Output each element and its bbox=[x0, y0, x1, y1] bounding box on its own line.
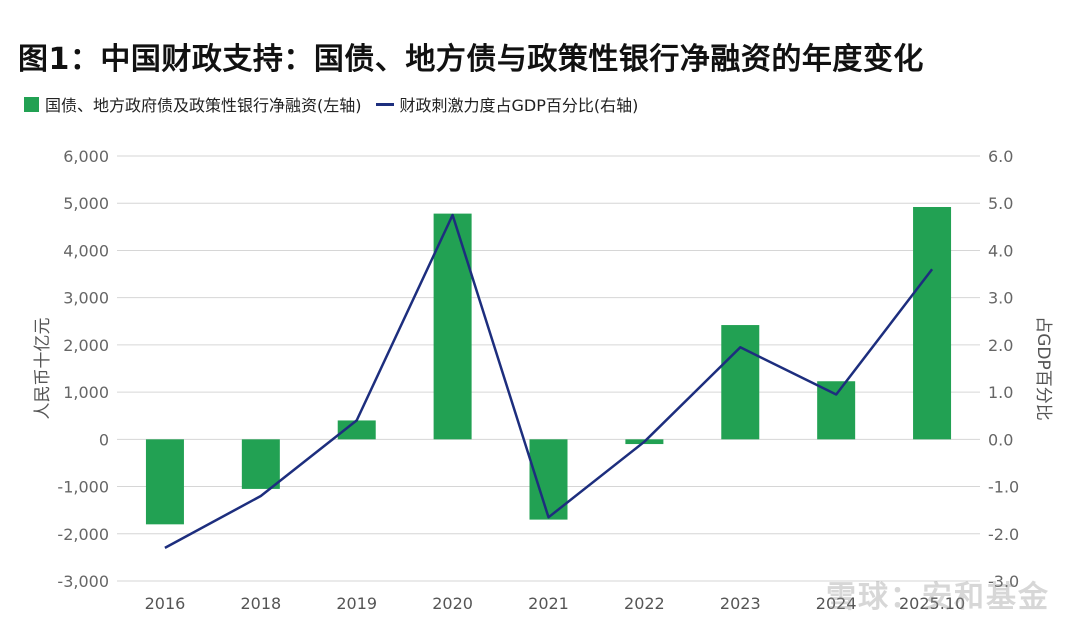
x-tick-label: 2023 bbox=[720, 594, 761, 613]
bar-2025.10 bbox=[913, 207, 952, 440]
legend-item-line: 财政刺激力度占GDP百分比(右轴) bbox=[375, 92, 639, 116]
y-tick-label: 1,000 bbox=[63, 383, 109, 402]
y-axis-left-ticks: 6,000 5,000 4,000 3,000 2,000 1,000 0 -1,000 -2,… bbox=[57, 147, 109, 591]
y-tick-label: 4,000 bbox=[63, 241, 109, 260]
x-tick-label: 2025.10 bbox=[899, 594, 965, 613]
legend-swatch-bar bbox=[24, 96, 39, 112]
y2-tick-label: -1.0 bbox=[988, 478, 1019, 497]
x-tick-label: 2024 bbox=[816, 594, 857, 613]
legend-swatch-line bbox=[375, 102, 394, 106]
x-tick-label: 2019 bbox=[336, 594, 377, 613]
y-tick-label: 2,000 bbox=[63, 336, 109, 355]
y-axis-right-title: 占GDP百分比 bbox=[1033, 316, 1053, 421]
y2-tick-label: 6.0 bbox=[988, 147, 1013, 166]
x-tick-label: 2022 bbox=[624, 594, 665, 613]
y-axis-right-ticks: 6.0 5.0 4.0 3.0 2.0 1.0 0.0 -1.0 -2.0 -3.0 bbox=[988, 147, 1019, 591]
y-tick-label: 3,000 bbox=[63, 289, 109, 308]
watermark-text: 雪球：安和基金 bbox=[826, 580, 1050, 615]
y2-tick-label: 1.0 bbox=[988, 383, 1013, 402]
bar-2016 bbox=[145, 439, 184, 525]
y2-tick-label: 2.0 bbox=[988, 336, 1013, 355]
y2-tick-label: 5.0 bbox=[988, 194, 1013, 213]
y-tick-label: -3,000 bbox=[57, 572, 109, 591]
y-tick-label: -1,000 bbox=[57, 478, 109, 497]
chart-legend: 国债、地方政府债及政策性银行净融资(左轴) 财政刺激力度占GDP百分比(右轴) bbox=[24, 93, 652, 115]
x-tick-label: 2021 bbox=[528, 594, 569, 613]
fiscal-stimulus-line bbox=[164, 213, 934, 549]
x-tick-label: 2020 bbox=[432, 594, 473, 613]
chart-title: 图1：中国财政支持：国债、地方债与政策性银行净融资的年度变化 bbox=[18, 42, 924, 77]
y-tick-label: -2,000 bbox=[57, 525, 109, 544]
bar-2024 bbox=[817, 381, 856, 440]
line-series bbox=[164, 213, 934, 549]
y-axis-left-title: 人民币十亿元 bbox=[33, 318, 53, 420]
y2-tick-label: 0.0 bbox=[988, 430, 1013, 449]
x-axis-ticks: 2016 2018 2019 2020 2021 2022 2023 2024 2025.10 bbox=[145, 594, 966, 613]
y-tick-label: 0 bbox=[99, 430, 109, 449]
grid-lines bbox=[117, 155, 980, 582]
y-tick-label: 5,000 bbox=[63, 194, 109, 213]
legend-label-bars: 国债、地方政府债及政策性银行净融资(左轴) bbox=[45, 96, 362, 115]
legend-label-line: 财政刺激力度占GDP百分比(右轴) bbox=[399, 96, 639, 115]
legend-item-bars: 国债、地方政府债及政策性银行净融资(左轴) bbox=[24, 92, 362, 116]
x-tick-label: 2018 bbox=[240, 594, 281, 613]
bar-2020 bbox=[433, 213, 472, 440]
y2-tick-label: -2.0 bbox=[988, 525, 1019, 544]
y2-tick-label: 4.0 bbox=[988, 241, 1013, 260]
bar-2018 bbox=[241, 439, 280, 489]
y2-tick-label: 3.0 bbox=[988, 289, 1013, 308]
y-tick-label: 6,000 bbox=[63, 147, 109, 166]
bar-2023 bbox=[721, 325, 760, 440]
x-tick-label: 2016 bbox=[145, 594, 186, 613]
bar-series bbox=[145, 207, 952, 525]
bar-2019 bbox=[337, 420, 376, 440]
y2-tick-label: -3.0 bbox=[988, 572, 1019, 591]
